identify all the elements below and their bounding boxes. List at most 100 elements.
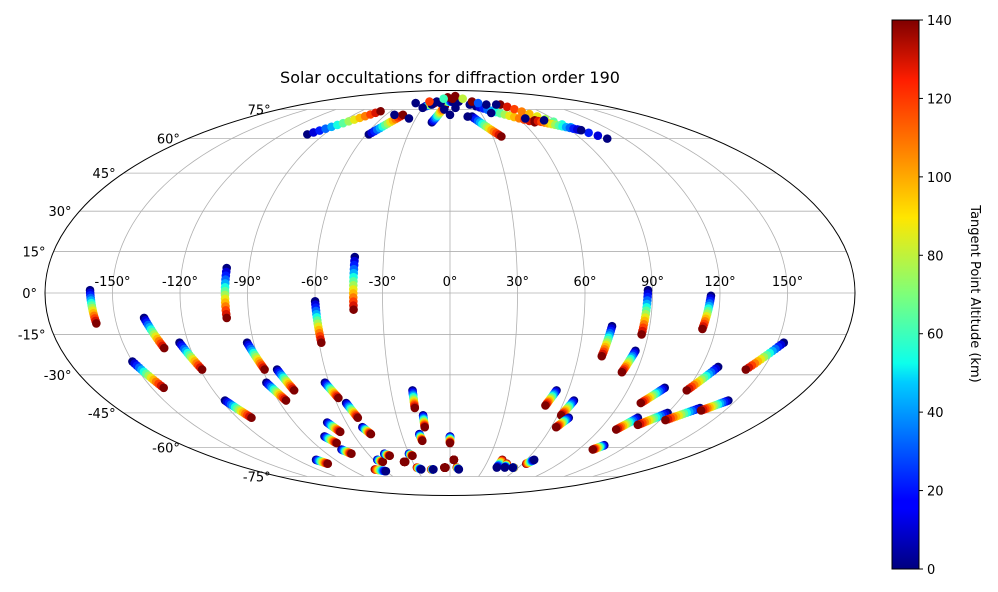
occultation-point [602, 134, 612, 143]
occultation-point [404, 114, 414, 123]
occultation-point [539, 116, 549, 125]
colorbar-tick-label: 100 [927, 171, 952, 186]
lat-tick-label: -75° [243, 470, 271, 485]
occultation-point [473, 98, 483, 108]
occultation-point [317, 338, 326, 347]
occultation-point [541, 401, 550, 410]
lon-tick-label: 90° [641, 275, 664, 290]
meridian-line [314, 109, 394, 477]
lon-tick-label: 60° [573, 275, 596, 290]
map-plot-area: -150° -120° -90° -60° -30° 0° 30° 60° 90° 120° 150… [18, 90, 856, 496]
occultation-point [385, 451, 395, 461]
lon-tick-label: -30° [369, 275, 397, 290]
lon-tick-label: 0° [443, 275, 458, 290]
occultation-point [418, 436, 427, 446]
chart-title: Solar occultations for diffraction order… [280, 68, 620, 87]
colorbar: 0 20 40 60 80 100 120 140 Tangent Point Altitud… [891, 14, 982, 578]
occultation-point [260, 365, 269, 374]
occultation-point [633, 420, 643, 430]
occultation-point [463, 112, 472, 121]
occultation-point [588, 445, 598, 454]
graticule [45, 109, 855, 477]
occultation-point [416, 465, 426, 474]
lon-tick-label: -60° [301, 275, 329, 290]
occultation-point [390, 110, 399, 120]
colorbar-label: Tangent Point Altitude (km) [967, 204, 982, 382]
occultation-point [425, 97, 434, 106]
occultation-point [281, 396, 291, 405]
occultation-point [353, 413, 363, 423]
meridian-line [179, 109, 336, 477]
lat-tick-label: 30° [48, 205, 71, 220]
occultation-point [332, 438, 341, 448]
occultation-point [439, 105, 449, 114]
occultation-point [445, 438, 455, 448]
occultation-point [376, 106, 385, 116]
occultation-point [584, 128, 593, 138]
occultation-point [491, 100, 501, 109]
lon-tick-label: 120° [704, 275, 735, 290]
occultation-point [159, 383, 169, 393]
occultation-point [682, 386, 692, 395]
occultation-point [451, 103, 460, 113]
lat-tick-label: 45° [93, 167, 116, 182]
colorbar-ticks: 0 20 40 60 80 100 120 140 [919, 14, 952, 578]
occultation-point [445, 110, 455, 120]
occultation-point [454, 465, 464, 474]
occultation-point [576, 125, 586, 135]
occultation-point [408, 451, 417, 461]
lon-tick-label: -150° [94, 275, 130, 290]
colorbar-tick-label: 40 [927, 406, 944, 421]
occultation-point [222, 313, 232, 323]
colorbar-gradient [891, 19, 920, 570]
occultation-point [510, 104, 519, 114]
meridian-line [506, 109, 586, 477]
occultation-point [741, 365, 751, 374]
lat-tick-label: 15° [23, 246, 46, 261]
lon-tick-label: 30° [506, 275, 529, 290]
occultation-point [197, 365, 207, 374]
occultation-point [378, 457, 388, 467]
occultation-point [492, 463, 502, 472]
occultation-point [381, 466, 391, 476]
colorbar-tick-label: 20 [927, 485, 944, 500]
lon-tick-label: 150° [772, 275, 803, 290]
meridian-line [535, 109, 653, 477]
occultation-points [85, 91, 789, 476]
occultation-point [497, 132, 506, 141]
meridian-line [592, 109, 788, 477]
occultation-point [597, 351, 607, 361]
occultation-point [529, 455, 539, 465]
lon-tick-label: -120° [162, 275, 198, 290]
occultation-point [551, 422, 561, 432]
occultation-point [429, 465, 438, 474]
occultation-point [441, 463, 450, 472]
occultation-point [617, 367, 627, 377]
colorbar-tick-label: 140 [927, 14, 952, 29]
meridian-line [564, 109, 721, 477]
occultation-point [661, 415, 670, 425]
occultation-point [334, 393, 343, 403]
occultation-point [486, 108, 496, 118]
occultation-point [593, 131, 603, 140]
occultation-point [439, 94, 448, 104]
occultation-point [410, 403, 420, 413]
meridian-line [112, 109, 308, 477]
occultation-point [335, 427, 345, 437]
lat-tick-label: 0° [22, 287, 37, 302]
occultation-point [636, 398, 646, 408]
meridian-line [247, 109, 365, 477]
meridian-line [478, 109, 518, 477]
occultation-point [411, 98, 420, 108]
colorbar-tick-label: 80 [927, 249, 944, 264]
occultation-point [611, 425, 621, 434]
colorbar-tick-label: 60 [927, 328, 944, 343]
occultation-point [458, 94, 467, 104]
lat-tick-label: -45° [88, 407, 116, 422]
occultation-point [698, 324, 707, 334]
meridian-line [382, 109, 422, 477]
occultation-point [482, 100, 491, 109]
lat-tick-label: -60° [152, 441, 180, 456]
occultation-point [366, 429, 376, 439]
